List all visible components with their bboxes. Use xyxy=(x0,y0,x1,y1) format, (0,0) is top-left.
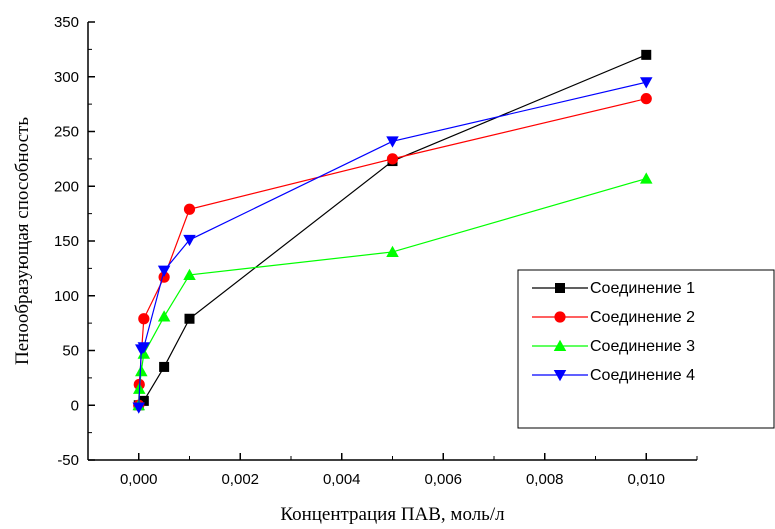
x-tick-label: 0,000 xyxy=(120,471,158,488)
ticks: -50 0 50 100 150 200 250 300 350 0,000 0,002 0,004 0… xyxy=(54,14,698,488)
x-tick-label: 0,006 xyxy=(424,471,462,488)
y-tick-label: 200 xyxy=(54,178,79,195)
data-point xyxy=(135,365,148,377)
legend-marker xyxy=(554,311,566,323)
x-tick-label: 0,008 xyxy=(526,471,564,488)
y-tick-label: 300 xyxy=(54,69,79,86)
legend-label: Соединение 3 xyxy=(590,338,695,355)
data-point xyxy=(138,395,149,406)
x-tick-label: 0,002 xyxy=(221,471,259,488)
data-point xyxy=(184,313,195,324)
data-point xyxy=(640,93,652,105)
data-point xyxy=(137,342,151,354)
legend-marker xyxy=(553,370,567,382)
data-point xyxy=(640,77,653,89)
y-axis-title: Пенообразующая способность xyxy=(12,117,33,365)
y-tick-label: 50 xyxy=(62,343,79,360)
data-point xyxy=(183,268,196,280)
x-tick-label: 0,004 xyxy=(323,471,361,488)
data-point xyxy=(157,310,171,322)
legend-label: Соединение 1 xyxy=(590,280,695,297)
legend-entry-2: Соединение 2 xyxy=(532,309,695,326)
data-point xyxy=(138,313,150,325)
legend-marker xyxy=(555,283,565,293)
x-axis-title: Концентрация ПАВ, моль/л xyxy=(280,504,505,525)
y-tick-label: 100 xyxy=(54,288,79,305)
legend-label: Соединение 2 xyxy=(590,309,695,326)
data-point xyxy=(159,361,170,372)
data-point xyxy=(183,234,196,247)
legend-label: Соединение 4 xyxy=(590,367,695,384)
legend-entry-4: Соединение 4 xyxy=(532,367,695,384)
x-tick-label: 0,010 xyxy=(627,471,665,488)
data-point xyxy=(386,136,399,148)
data-point xyxy=(640,172,653,184)
y-tick-label: 0 xyxy=(71,397,79,414)
y-tick-label: 250 xyxy=(54,124,79,141)
data-point xyxy=(641,49,652,60)
y-tick-label: 150 xyxy=(54,233,79,250)
series-4 xyxy=(132,77,653,414)
legend-marker xyxy=(553,339,567,351)
y-tick-label: -50 xyxy=(57,452,79,469)
data-point xyxy=(132,402,145,414)
data-point xyxy=(183,203,196,215)
y-tick-label: 350 xyxy=(54,14,79,31)
data-point xyxy=(386,153,399,165)
data-point xyxy=(157,265,171,277)
series xyxy=(132,49,653,414)
legend-entry-3: Соединение 3 xyxy=(532,338,695,355)
data-point xyxy=(386,245,399,257)
legend-entry-1: Соединение 1 xyxy=(532,280,695,297)
legend: Соединение 1 Соединение 2 Соединение 3 Соед… xyxy=(517,269,775,429)
